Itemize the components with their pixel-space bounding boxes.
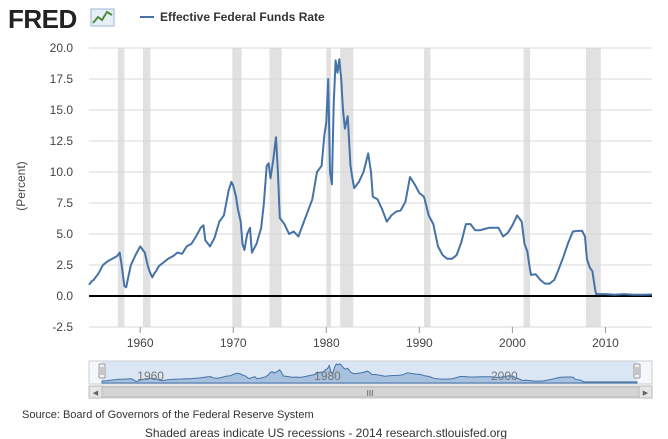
scrollbar-grip-icon: III [367, 389, 374, 398]
x-tick-label: 2000 [499, 336, 526, 350]
y-tick-label: 17.5 [50, 72, 74, 86]
recession-band [326, 48, 331, 327]
x-tick-label: 2010 [592, 336, 619, 350]
legend-label: Effective Federal Funds Rate [160, 10, 325, 24]
recession-band [424, 48, 431, 327]
y-axis-title: (Percent) [14, 161, 28, 210]
y-tick-label: 10.0 [50, 165, 74, 179]
legend[interactable]: Effective Federal Funds Rate [140, 10, 325, 24]
x-tick-label: 1980 [313, 336, 340, 350]
recession-bands [117, 48, 601, 327]
y-tick-label: -2.5 [52, 320, 73, 334]
y-tick-label: 0.0 [56, 289, 73, 303]
navigator[interactable]: 1960 1980 2000 [88, 360, 653, 385]
y-tick-label: 15.0 [50, 103, 74, 117]
recession-band [523, 48, 531, 327]
scroll-right-button[interactable] [638, 385, 653, 399]
y-tick-label: 12.5 [50, 134, 74, 148]
brand-text: FRED [8, 4, 77, 34]
navigator-series-area [101, 363, 638, 384]
y-tick-label: 7.5 [56, 196, 73, 210]
recession-band [142, 48, 151, 327]
scroll-right-arrow-icon: ▶ [643, 390, 649, 397]
source-text: Source: Board of Governors of the Federa… [22, 409, 314, 421]
recession-band [269, 48, 282, 327]
y-tick-label: 5.0 [56, 227, 73, 241]
plot-area [89, 48, 652, 327]
x-tick-label: 1960 [127, 336, 154, 350]
recession-note: Shaded areas indicate US recessions - 20… [145, 426, 507, 439]
recession-band [232, 48, 242, 327]
y-tick-label: 2.5 [56, 258, 73, 272]
plot-background [89, 48, 652, 327]
series-line [88, 58, 653, 296]
series-group [88, 58, 653, 296]
fred-chart-icon [90, 8, 115, 27]
y-axis-ticks: 20.0 17.5 15.0 12.5 10.0 7.5 5.0 2.5 0.0 -2.5 [50, 41, 74, 334]
recession-band [585, 48, 601, 327]
x-tick-label: 1990 [406, 336, 433, 350]
navigator-label: 2000 [491, 369, 518, 383]
x-axis-ticks: 1960 1970 1980 1990 2000 2010 [127, 327, 619, 350]
navigator-handle[interactable] [633, 363, 641, 379]
y-tick-label: 20.0 [50, 41, 74, 55]
scrollbar[interactable]: ◀ III ▶ [88, 385, 653, 399]
fred-logo[interactable]: FRED [8, 4, 115, 34]
navigator-label: 1960 [137, 369, 164, 383]
scroll-left-arrow-icon: ◀ [93, 390, 99, 397]
grid-lines [89, 47, 652, 328]
recession-band [117, 48, 125, 327]
navigator-handle[interactable] [98, 363, 106, 379]
navigator-label: 1980 [314, 369, 341, 383]
x-tick-label: 1970 [220, 336, 247, 350]
